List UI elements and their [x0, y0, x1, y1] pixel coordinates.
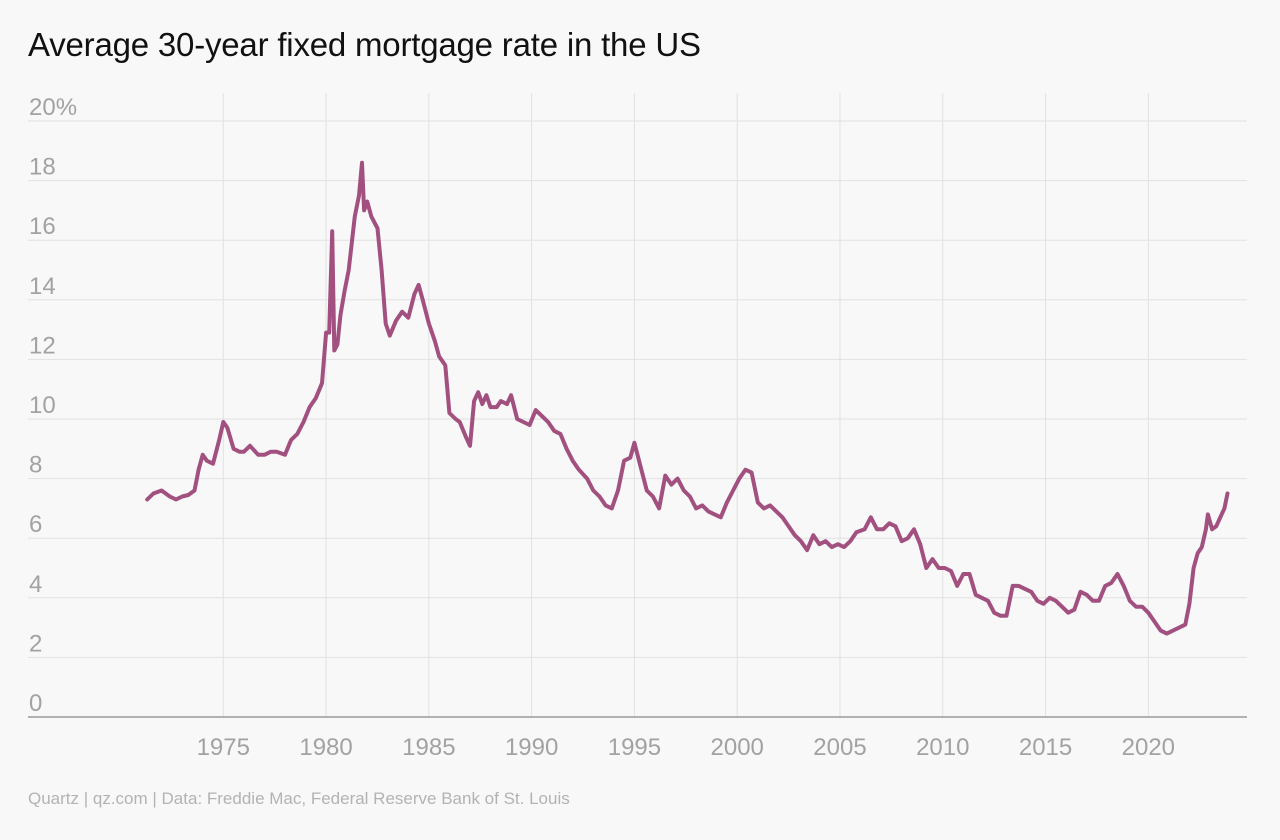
y-tick-label-18: 18	[29, 154, 56, 181]
x-tick-label-1985: 1985	[402, 734, 455, 761]
y-axis-tick-labels: 0 2 4 6 8 10 12 14 16 18 20%	[29, 94, 77, 717]
y-tick-label-8: 8	[29, 452, 42, 479]
x-tick-label-1975: 1975	[197, 734, 250, 761]
x-tick-label-1990: 1990	[505, 734, 558, 761]
y-tick-label-2: 2	[29, 630, 42, 657]
y-tick-label-12: 12	[29, 332, 56, 359]
source-note: Quartz | qz.com | Data: Freddie Mac, Fed…	[28, 789, 570, 808]
x-tick-label-1980: 1980	[299, 734, 352, 761]
x-tick-label-1995: 1995	[608, 734, 661, 761]
series-line-0	[145, 160, 1230, 636]
x-tick-label-2005: 2005	[813, 734, 866, 761]
y-tick-label-20: 20%	[29, 94, 77, 121]
y-tick-label-6: 6	[29, 511, 42, 538]
x-tick-label-2010: 2010	[916, 734, 969, 761]
chart-title: Average 30-year fixed mortgage rate in t…	[28, 26, 701, 63]
series-group	[145, 160, 1230, 636]
x-tick-label-2015: 2015	[1019, 734, 1072, 761]
x-tick-label-2020: 2020	[1122, 734, 1175, 761]
y-tick-label-0: 0	[29, 690, 42, 717]
x-tick-label-2000: 2000	[711, 734, 764, 761]
y-tick-label-16: 16	[29, 213, 56, 240]
y-tick-label-10: 10	[29, 392, 56, 419]
y-tick-label-14: 14	[29, 273, 56, 300]
horizontal-gridlines	[28, 120, 1247, 658]
y-tick-label-4: 4	[29, 571, 42, 598]
x-axis-tick-labels: 1975 1980 1985 1990 1995 2000 2005 2010 2015 2020	[197, 734, 1175, 761]
